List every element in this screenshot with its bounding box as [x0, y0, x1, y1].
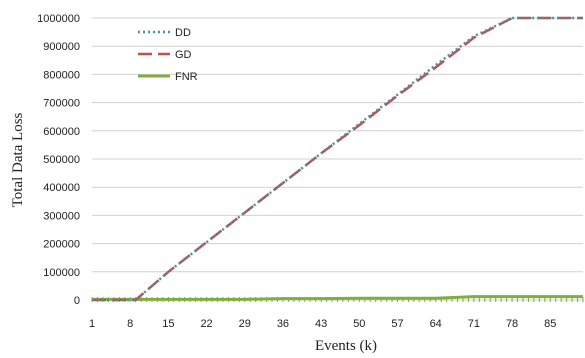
x-tick-label: 78: [506, 318, 518, 330]
grid-lines: [92, 17, 583, 301]
x-tick-label: 50: [353, 318, 365, 330]
x-tick-label: 57: [391, 318, 403, 330]
y-axis-title: Total Data Loss: [10, 112, 26, 207]
y-tick-label: 0: [74, 295, 80, 307]
y-tick-label: 800000: [43, 69, 80, 81]
x-tick-label: 71: [468, 318, 480, 330]
x-tick-label: 15: [162, 318, 174, 330]
x-tick-label: 85: [544, 318, 556, 330]
x-tick-label: 36: [277, 318, 289, 330]
legend-label-dd: DD: [175, 27, 191, 39]
y-tick-label: 200000: [43, 239, 80, 251]
x-tick-label: 29: [239, 318, 251, 330]
y-tick-label: 400000: [43, 182, 80, 194]
legend-label-fnr: FNR: [175, 71, 198, 83]
x-axis-ticks: 1 8 15 22 29 36 43 50 57 64 71 78 85: [89, 318, 556, 330]
x-tick-label: 1: [89, 318, 95, 330]
y-axis-ticks: 0 100000 200000 300000 400000 500000 600000 700…: [37, 13, 80, 307]
series-line-dd: [92, 16, 583, 302]
legend: DD GD FNR: [138, 27, 198, 83]
legend-label-gd: GD: [175, 49, 192, 61]
x-tick-label: 43: [315, 318, 327, 330]
y-tick-label: 100000: [43, 267, 80, 279]
y-tick-label: 300000: [43, 210, 80, 222]
y-tick-label: 700000: [43, 98, 80, 110]
series-line-fnr: [92, 295, 583, 301]
x-axis-title: Events (k): [315, 338, 377, 354]
x-tick-label: 64: [430, 318, 442, 330]
x-tick-label: 22: [200, 318, 212, 330]
x-tick-label: 8: [127, 318, 133, 330]
plot-area: [91, 16, 584, 302]
y-tick-label: 900000: [43, 41, 80, 53]
y-tick-label: 500000: [43, 154, 80, 166]
y-tick-label: 600000: [43, 126, 80, 138]
y-tick-label: 1000000: [37, 13, 80, 25]
